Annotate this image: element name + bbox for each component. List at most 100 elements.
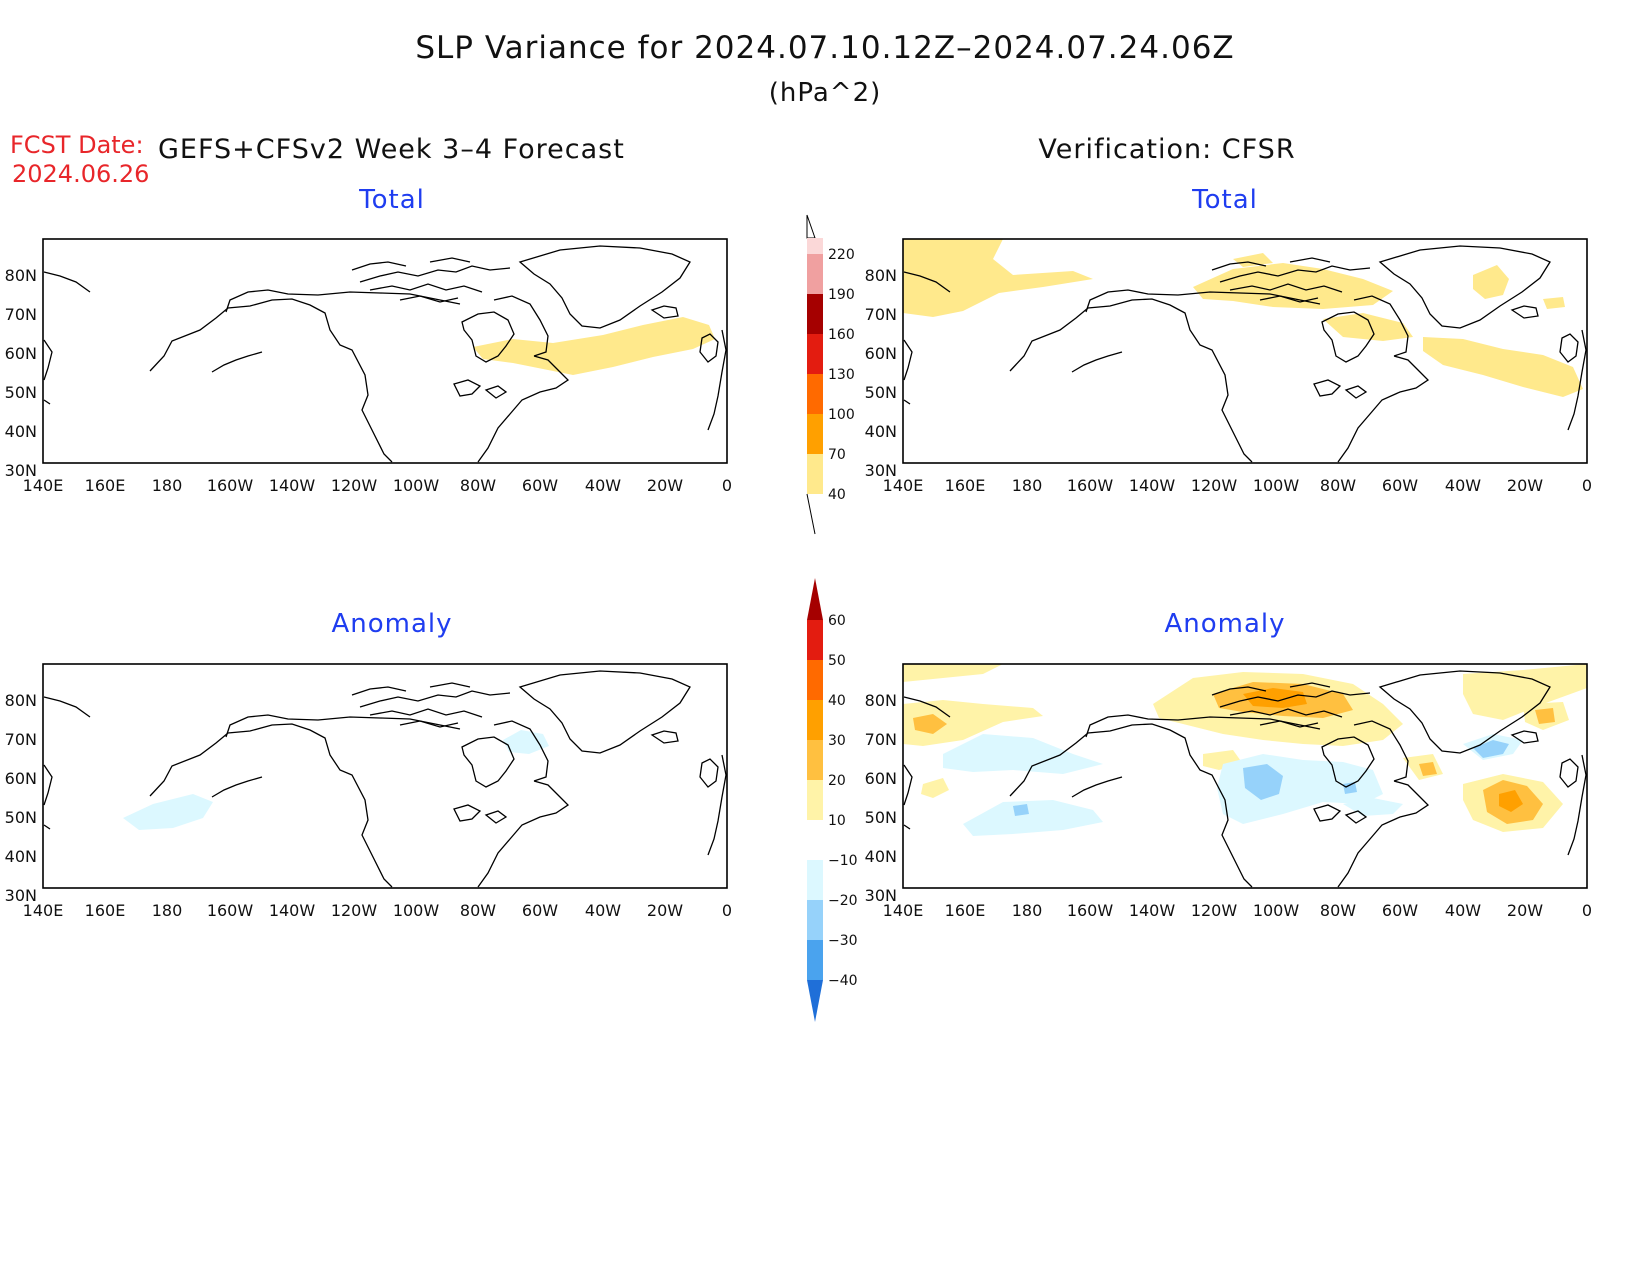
lat-axis-labels: 80N 70N 60N 50N 40N 30N (865, 691, 897, 905)
shade-anomaly-pos30 (1243, 688, 1307, 708)
shade-anomaly-pos10 (903, 700, 1043, 746)
figure-title: SLP Variance for 2024.07.10.12Z–2024.07.… (415, 30, 1234, 66)
shade-anomaly-pos20 (913, 714, 947, 734)
panel-subtitle: Total (1191, 185, 1258, 215)
colorbar-swatch (807, 860, 823, 900)
colorbar-label: 190 (828, 287, 855, 303)
shade-variance-40 (1543, 297, 1565, 309)
shade-anomaly-neg20 (1343, 782, 1357, 794)
lon-axis-labels: 140E 160E 180 160W 140W 120W 100W 80W 60… (23, 476, 732, 495)
lon-label: 180 (1012, 901, 1043, 920)
colorbar-label: 70 (828, 447, 846, 463)
lon-label: 40W (1445, 476, 1481, 495)
lon-label: 180 (152, 476, 183, 495)
map-frame (42, 663, 728, 889)
shade-anomaly-pos10 (1463, 664, 1587, 720)
lat-label: 40N (5, 422, 37, 441)
fcst-date: 2024.06.26 (12, 160, 149, 188)
colorbar-swatch (807, 374, 823, 414)
lat-label: 70N (865, 305, 897, 324)
shade-anomaly-neg20 (1473, 740, 1509, 758)
lon-label: 40W (1445, 901, 1481, 920)
colorbar-label: −20 (828, 893, 858, 909)
lat-label: 50N (5, 808, 37, 827)
colorbar-swatch (807, 334, 823, 374)
lon-label: 0 (1582, 476, 1592, 495)
colorbar-label: 220 (828, 247, 855, 263)
colorbar-label: 40 (828, 693, 846, 709)
lon-label: 60W (522, 476, 558, 495)
lon-label: 60W (1382, 901, 1418, 920)
lat-label: 60N (5, 769, 37, 788)
lat-label: 40N (865, 847, 897, 866)
lat-label: 70N (5, 730, 37, 749)
lon-label: 20W (647, 901, 683, 920)
lon-label: 160E (945, 901, 986, 920)
lon-label: 160E (85, 901, 126, 920)
colorbar-swatch (807, 700, 823, 740)
lon-label: 80W (1320, 476, 1356, 495)
shade-anomaly-pos10 (921, 778, 949, 798)
panel-subtitle: Total (358, 185, 425, 215)
lon-label: 140E (23, 476, 64, 495)
shade-variance-40 (473, 317, 715, 375)
map-frame (902, 238, 1588, 464)
lat-label: 80N (865, 691, 897, 710)
lon-label: 180 (152, 901, 183, 920)
lon-label: 140E (23, 901, 64, 920)
colorbar-swatch (807, 660, 823, 700)
colorbar-arrow-top (807, 578, 823, 620)
lon-label: 20W (1507, 901, 1543, 920)
colorbar-swatch (807, 900, 823, 940)
colorbar-label: −40 (828, 973, 858, 989)
lon-label: 180 (1012, 476, 1043, 495)
shade-anomaly-neg10 (123, 794, 213, 830)
lat-label: 70N (865, 730, 897, 749)
shade-variance-40 (903, 239, 1093, 317)
shade-variance-40 (1473, 265, 1509, 299)
colorbar-label: 60 (828, 613, 846, 629)
shade-anomaly-neg20 (1243, 764, 1283, 800)
lon-label: 140E (883, 901, 924, 920)
lon-label: 80W (1320, 901, 1356, 920)
figure-units: (hPa^2) (769, 78, 882, 108)
lon-label: 80W (460, 901, 496, 920)
lon-label: 140W (1129, 901, 1176, 920)
colorbar-label: 40 (828, 487, 846, 503)
colorbar-swatch (807, 820, 823, 860)
colorbar-swatch (807, 454, 823, 494)
left-header: GEFS+CFSv2 Week 3–4 Forecast (158, 134, 625, 165)
panel-subtitle: Anomaly (331, 609, 452, 639)
colorbar-swatch (807, 294, 823, 334)
colorbar-swatch (807, 780, 823, 820)
lat-label: 30N (865, 886, 897, 905)
total-colorbar: 220 190 160 130 100 70 40 (806, 214, 855, 535)
lon-label: 160W (1067, 476, 1114, 495)
lon-label: 100W (393, 476, 440, 495)
fcst-date-label: FCST Date: (10, 131, 144, 159)
colorbar-swatch (807, 414, 823, 454)
lat-label: 70N (5, 305, 37, 324)
map-frame (902, 663, 1588, 889)
lon-label: 40W (585, 476, 621, 495)
lon-label: 100W (1253, 901, 1300, 920)
lat-label: 60N (865, 344, 897, 363)
colorbar-label: 30 (828, 733, 846, 749)
colorbar-label: 130 (828, 367, 855, 383)
lat-axis-labels: 80N 70N 60N 50N 40N 30N (5, 266, 37, 480)
colorbar-label: 20 (828, 773, 846, 789)
shade-anomaly-neg10 (943, 734, 1103, 774)
lon-label: 40W (585, 901, 621, 920)
panel-forecast-total: Total 140E 160E 180 160W 140W 120W 100W … (5, 185, 732, 495)
colorbar-swatch (807, 740, 823, 780)
lon-label: 100W (393, 901, 440, 920)
lon-label: 60W (1382, 476, 1418, 495)
lon-label: 160W (207, 476, 254, 495)
lat-label: 40N (865, 422, 897, 441)
lat-label: 80N (5, 691, 37, 710)
panel-verification-total: Total 140E 160E 180 160W 140W 120W 100W … (865, 185, 1592, 495)
lon-label: 160W (207, 901, 254, 920)
lon-axis-labels: 140E 160E 180 160W 140W 120W 100W 80W 60… (883, 901, 1592, 920)
lon-label: 140W (269, 476, 316, 495)
shade-anomaly-pos20 (1419, 762, 1437, 776)
